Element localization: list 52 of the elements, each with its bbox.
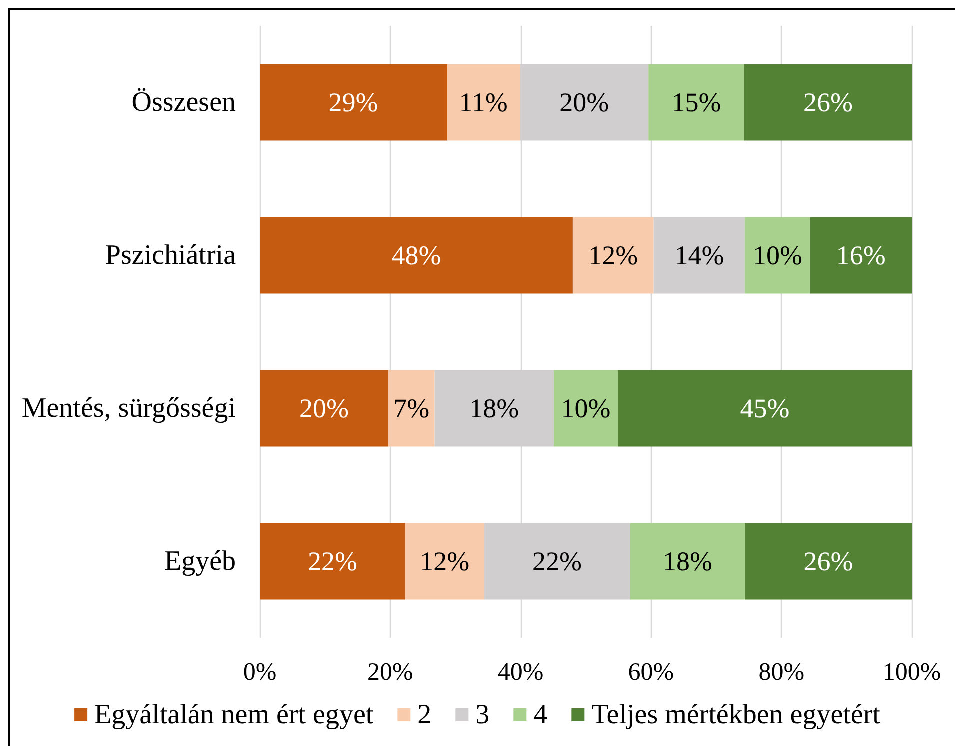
data-label: 26% [804, 546, 854, 576]
data-label: 18% [662, 546, 712, 576]
x-tick-label: 100% [882, 659, 942, 686]
bar [630, 523, 746, 600]
bar [648, 64, 744, 141]
data-label: 18% [470, 394, 520, 424]
bar [447, 64, 520, 141]
bar [572, 217, 654, 294]
data-label: 10% [561, 394, 611, 424]
data-label: 45% [740, 394, 790, 424]
data-label: 48% [392, 240, 442, 270]
data-label: 16% [836, 240, 886, 270]
legend-label: Egyáltalán nem ért egyet [94, 700, 374, 730]
bar [388, 370, 435, 447]
data-label: 26% [803, 88, 853, 118]
bar [618, 370, 912, 447]
y-tick-label: Összesen [132, 87, 236, 118]
legend-label: Teljes mértékben egyetért [592, 700, 881, 730]
bar [744, 64, 912, 141]
bar [260, 217, 573, 294]
y-tick-label: Pszichiátria [105, 240, 237, 271]
data-label: 22% [308, 546, 358, 576]
data-label: 12% [420, 546, 470, 576]
legend-label: 4 [534, 700, 548, 730]
x-tick-label: 20% [367, 659, 414, 686]
legend-label: 2 [418, 700, 432, 730]
bar [654, 217, 746, 294]
data-label: 14% [674, 240, 724, 270]
bar [260, 370, 388, 447]
bar [745, 523, 912, 600]
legend-label: 3 [476, 700, 490, 730]
bar [260, 523, 406, 600]
y-tick-label: Mentés, sürgősségi [22, 393, 236, 424]
x-tick-label: 60% [628, 659, 674, 686]
data-label: 12% [588, 240, 638, 270]
data-label: 22% [532, 546, 582, 576]
data-label: 15% [672, 88, 722, 118]
x-tick-label: 0% [243, 659, 277, 686]
data-label: 7% [394, 394, 430, 424]
bar [810, 217, 912, 294]
x-tick-label: 80% [758, 659, 805, 686]
data-label: 20% [560, 88, 610, 118]
y-tick-label: Egyéb [164, 546, 236, 577]
data-label: 20% [299, 394, 349, 424]
bar [745, 217, 810, 294]
data-label: 11% [459, 88, 508, 118]
data-label: 29% [328, 88, 378, 118]
bar [405, 523, 484, 600]
bar [260, 64, 448, 141]
data-label: 10% [752, 240, 802, 270]
bar [554, 370, 618, 447]
x-tick-label: 40% [498, 659, 544, 686]
